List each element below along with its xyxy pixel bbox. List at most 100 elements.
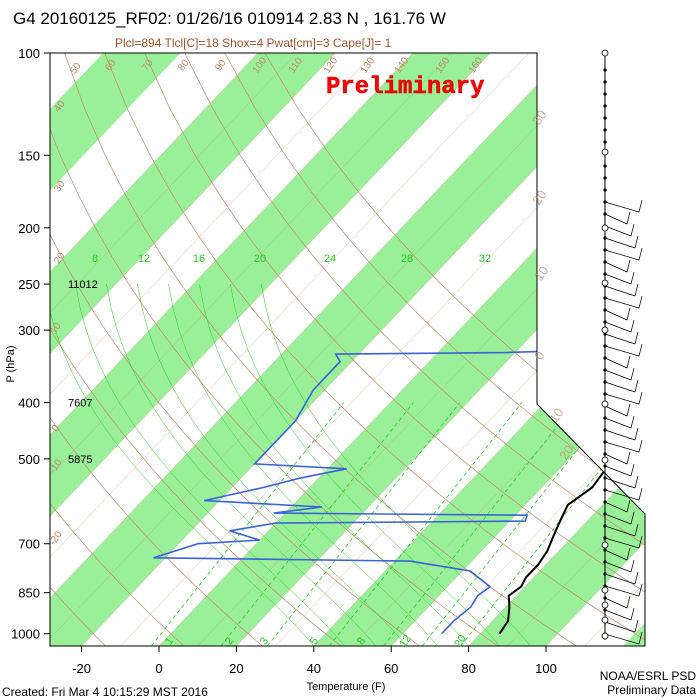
dry-adiabat [50, 53, 106, 646]
wind-barb [604, 561, 632, 573]
mixing-ratio-label: 24 [324, 253, 336, 265]
x-tick-label: 80 [461, 661, 475, 676]
isotherm-label: 80 [176, 57, 192, 73]
wind-barb-flag [638, 247, 643, 261]
mixing-ratio-line [328, 402, 523, 646]
wind-barb-flag [634, 571, 639, 585]
calm-wind-circle [601, 541, 609, 549]
wind-barb [604, 585, 640, 597]
wind-barb [604, 549, 628, 561]
chart-title: G4 20160125_RF02: 01/26/16 010914 2.83 N… [13, 9, 446, 28]
isotherm-label: 0 [50, 423, 62, 434]
wind-barb [604, 309, 628, 321]
wind-barb-profile [601, 49, 643, 645]
calm-wind-circle [601, 148, 609, 156]
wind-barb [604, 429, 636, 441]
wind-barb-flag [638, 583, 643, 597]
wind-barb-flag [638, 487, 643, 501]
dry-adiabat [104, 53, 645, 646]
wind-point [603, 188, 607, 192]
isotherm-line [623, 53, 645, 646]
x-tick-label: 0 [155, 661, 162, 676]
y-tick-label: 150 [18, 148, 40, 163]
wind-barb-flag [638, 535, 643, 549]
wind-barb [604, 417, 632, 429]
wind-barb-flag [626, 211, 631, 225]
wind-barb [604, 573, 636, 585]
x-tick-label: -20 [72, 661, 91, 676]
height-label: 7607 [68, 398, 92, 410]
wind-barb-flag [638, 199, 643, 213]
wind-barb [604, 513, 632, 525]
wind-barb [604, 321, 632, 333]
wind-barb [604, 261, 628, 273]
temperature-band [50, 53, 336, 646]
wind-barb-flag [630, 463, 635, 477]
wind-barb-flag [630, 607, 635, 621]
plot-frame [49, 52, 646, 647]
wind-barb-flag [630, 511, 635, 525]
wind-barb [604, 357, 628, 369]
y-tick-label: 1000 [11, 627, 40, 642]
isotherm-line [50, 53, 530, 646]
isotherm-line [50, 53, 375, 646]
mixing-ratio-line [150, 402, 345, 646]
mixing-ratio-label: 8 [92, 253, 98, 265]
isotherm-line [197, 53, 645, 646]
dry-adiabat [264, 53, 645, 646]
isotherm-line [50, 53, 568, 646]
temperature-bands [50, 53, 645, 646]
wind-point [603, 80, 607, 84]
wind-barb [604, 405, 628, 417]
wind-barb [604, 369, 632, 381]
x-tick-label: 100 [535, 661, 557, 676]
mixing-ratio-low-label: 12 [397, 633, 414, 650]
mixing-ratio-low-label: 8 [355, 635, 368, 647]
wind-barb-flag [626, 595, 631, 609]
dry-adiabat [50, 53, 342, 646]
moist-adiabat [168, 284, 438, 646]
wind-barb-flag [630, 559, 635, 573]
calm-wind-circle [601, 456, 609, 464]
height-label: 11012 [68, 279, 98, 291]
wind-barb-flag [630, 223, 635, 237]
calm-wind-circle [601, 279, 609, 287]
wind-barb-flag [626, 451, 631, 465]
moist-adiabat [261, 284, 531, 646]
wind-barb-flag [626, 403, 631, 417]
isotherm-line [429, 53, 645, 646]
y-tick-label: 300 [18, 323, 40, 338]
calm-wind-circle [601, 326, 609, 334]
x-tick-label: 20 [229, 661, 243, 676]
dry-adiabat [184, 53, 645, 646]
isotherm-line [662, 53, 700, 646]
y-tick-label: 250 [18, 277, 40, 292]
dry-adiabat [144, 53, 645, 646]
mixing-ratio-label: 20 [254, 253, 266, 265]
wind-barb [604, 297, 640, 309]
preliminary-watermark: Preliminary [326, 74, 484, 101]
calm-wind-circle [601, 632, 609, 640]
wind-barb-flag [634, 475, 639, 489]
wind-barb-flag [638, 631, 643, 645]
moist-adiabat [50, 284, 314, 646]
isotherm-line [50, 53, 259, 646]
wind-barb-flag [638, 439, 643, 453]
calm-wind-circle [601, 616, 609, 624]
credit-line-1: NOAA/ESRL PSD [600, 669, 697, 683]
wind-barb [604, 225, 632, 237]
mixing-ratio-line [220, 402, 414, 646]
y-axis-label: P (hPa) [5, 345, 17, 382]
y-axis-ticks: 100 150 200 250 300 400 500 700 850 1000 [11, 46, 50, 642]
wind-barb-flag [634, 331, 639, 345]
theta-label: 30 [529, 107, 550, 127]
mixing-ratio-line [421, 402, 615, 646]
isotherm-label: 130 [359, 55, 378, 75]
mixing-ratio-line [267, 402, 461, 646]
wind-barb-flag [634, 523, 639, 537]
calm-wind-circle [601, 601, 609, 609]
height-labels: 11012 7607 5875 [68, 279, 98, 466]
y-tick-label: 850 [18, 586, 40, 601]
dry-adiabat [64, 53, 577, 646]
temperature-band [623, 53, 645, 646]
